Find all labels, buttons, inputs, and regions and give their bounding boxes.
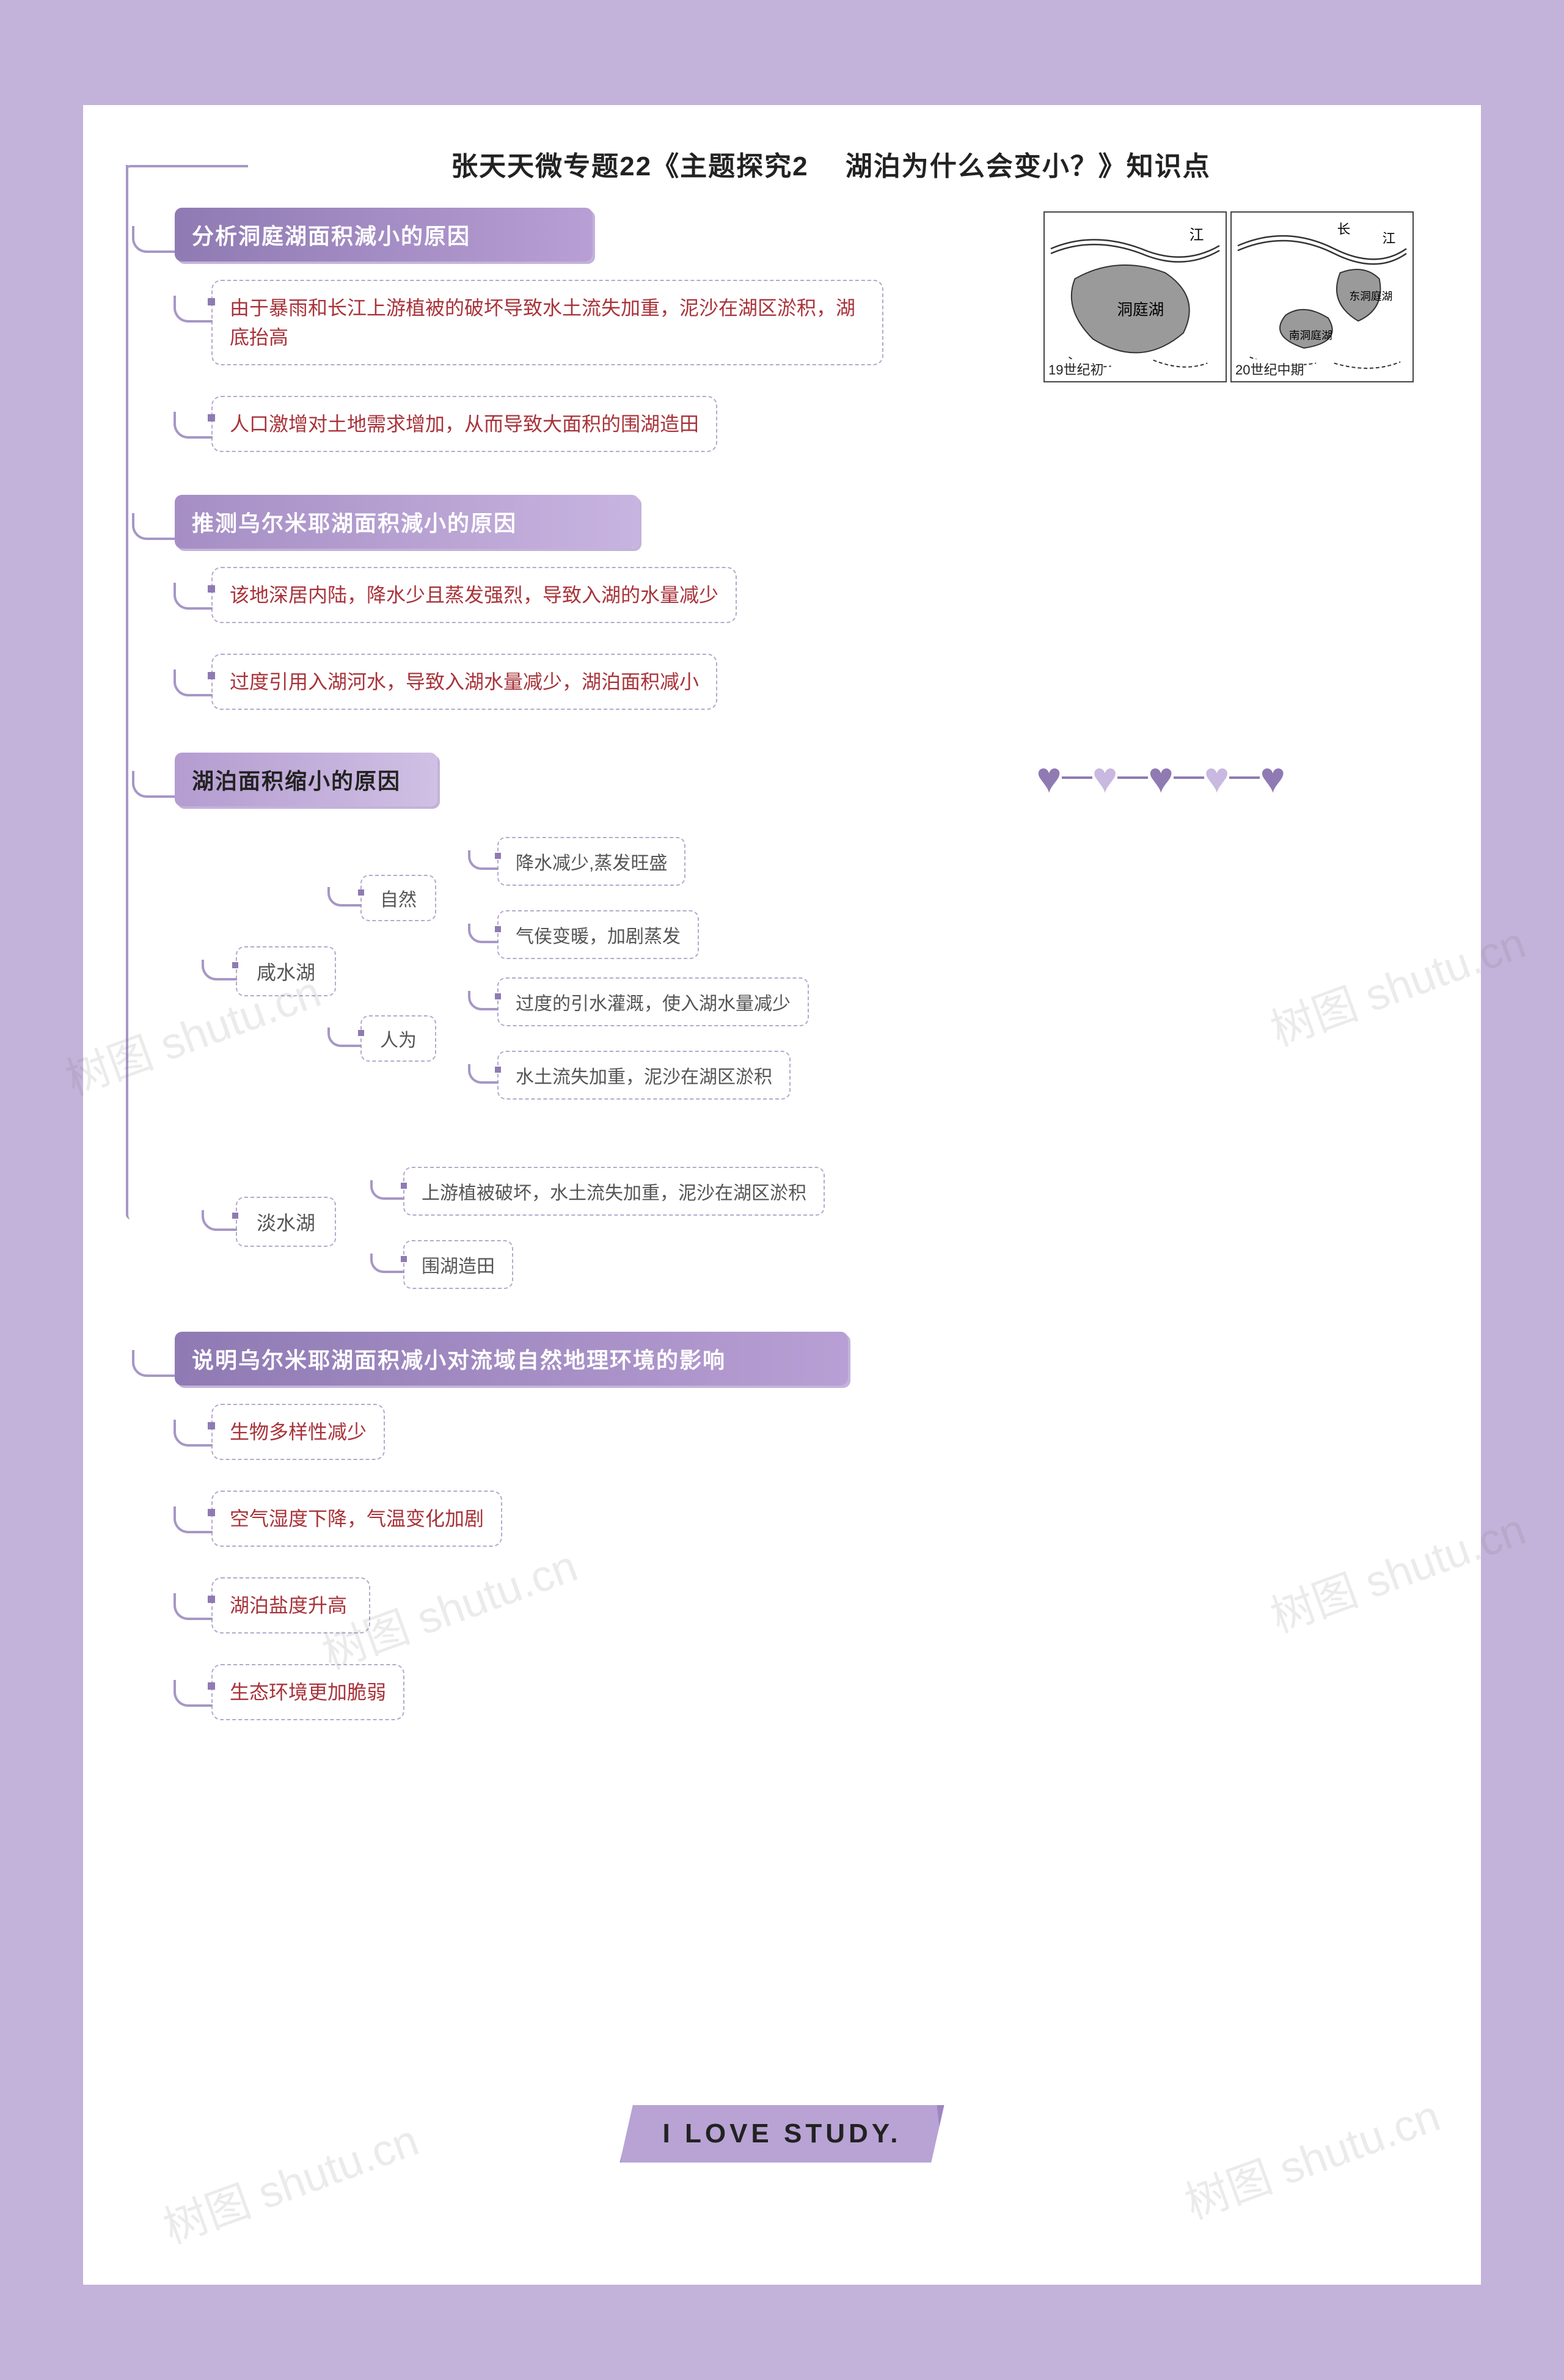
node: 人口激增对土地需求增加，从而导致大面积的围湖造田 — [211, 396, 717, 452]
tree-node-natural: 自然 降水减少,蒸发旺盛 气侯变暖，加剧蒸发 — [360, 837, 809, 959]
leaf: 水土流失加重，泥沙在湖区淤积 — [497, 1051, 791, 1100]
leaf: 降水减少,蒸发旺盛 — [497, 837, 685, 886]
node: 生态环境更加脆弱 — [211, 1664, 404, 1720]
heart-connector — [1117, 776, 1148, 779]
heart-connector — [1062, 776, 1092, 779]
section-header: 分析洞庭湖面积減小的原因 — [175, 208, 593, 261]
page-title: 张天天微专题22《主题探究2 湖泊为什么会变小？》知识点 — [230, 144, 1432, 183]
trunk-line — [126, 165, 131, 1219]
tree-node-saltlake: 咸水湖 自然 降水减少,蒸发旺盛 气侯变暖，加剧蒸发 人为 — [236, 825, 1432, 1118]
mindmap: 分析洞庭湖面积減小的原因 由于暴雨和长江上游植被的破坏导致水土流失加重，泥沙在湖… — [120, 208, 1432, 1720]
heart-icon: ♥ — [1148, 756, 1174, 799]
heart-icon: ♥ — [1092, 756, 1118, 799]
tree-node-freshlake: 淡水湖 上游植被破坏，水土流失加重，泥沙在湖区淤积 围湖造田 — [236, 1155, 1432, 1289]
leaf: 上游植被破坏，水土流失加重，泥沙在湖区淤积 — [403, 1167, 825, 1216]
section-urmia-cause: 推测乌尔米耶湖面积減小的原因 该地深居内陆，降水少且蒸发强烈，导致入湖的水量减少… — [175, 495, 1432, 710]
heart-icon: ♥ — [1204, 756, 1230, 799]
node-label: 淡水湖 — [236, 1197, 336, 1247]
node: 过度引用入湖河水，导致入湖水量减少，湖泊面积减小 — [211, 654, 717, 710]
node: 生物多样性减少 — [211, 1404, 385, 1460]
page: 张天天微专题22《主题探究2 湖泊为什么会变小？》知识点 江 洞庭湖 19世纪初… — [73, 86, 1491, 2294]
section-header: 湖泊面积缩小的原因 — [175, 753, 437, 806]
watermark: 树图 shutu.cn — [153, 2104, 426, 2256]
leaf: 过度的引水灌溉，使入湖水量减少 — [497, 977, 809, 1026]
tree-node-human: 人为 过度的引水灌溉，使入湖水量减少 水土流失加重，泥沙在湖区淤积 — [360, 977, 809, 1100]
section-dongting: 分析洞庭湖面积減小的原因 由于暴雨和长江上游植被的破坏导致水土流失加重，泥沙在湖… — [175, 208, 1432, 452]
node-label: 咸水湖 — [236, 946, 336, 996]
node: 由于暴雨和长江上游植被的破坏导致水土流失加重，泥沙在湖区淤积，湖底抬高 — [211, 280, 883, 365]
hearts-decoration: ♥ ♥ ♥ ♥ ♥ — [1036, 756, 1285, 799]
watermark: 树图 shutu.cn — [1175, 2080, 1447, 2232]
leaf: 气侯变暖，加剧蒸发 — [497, 910, 699, 959]
heart-icon: ♥ — [1036, 756, 1062, 799]
section-urmia-impact: 说明乌尔米耶湖面积减小对流域自然地理环境的影响 生物多样性减少 空气湿度下降，气… — [175, 1332, 1432, 1720]
section-header: 说明乌尔米耶湖面积减小对流域自然地理环境的影响 — [175, 1332, 848, 1385]
node-label: 人为 — [360, 1015, 436, 1062]
footer-banner: I LOVE STUDY. — [620, 2105, 945, 2163]
leaf: 围湖造田 — [403, 1240, 513, 1289]
node: 空气湿度下降，气温变化加剧 — [211, 1491, 502, 1547]
node: 湖泊盐度升高 — [211, 1577, 370, 1634]
title-underline — [83, 95, 1481, 105]
heart-connector — [1174, 776, 1204, 779]
heart-connector — [1229, 776, 1260, 779]
section-header: 推测乌尔米耶湖面积減小的原因 — [175, 495, 639, 549]
section-general-causes: 湖泊面积缩小的原因 ♥ ♥ ♥ ♥ ♥ 咸水湖 — [175, 753, 1432, 1289]
node-label: 自然 — [360, 875, 436, 921]
heart-icon: ♥ — [1260, 756, 1285, 799]
node: 该地深居内陆，降水少且蒸发强烈，导致入湖的水量减少 — [211, 567, 737, 623]
